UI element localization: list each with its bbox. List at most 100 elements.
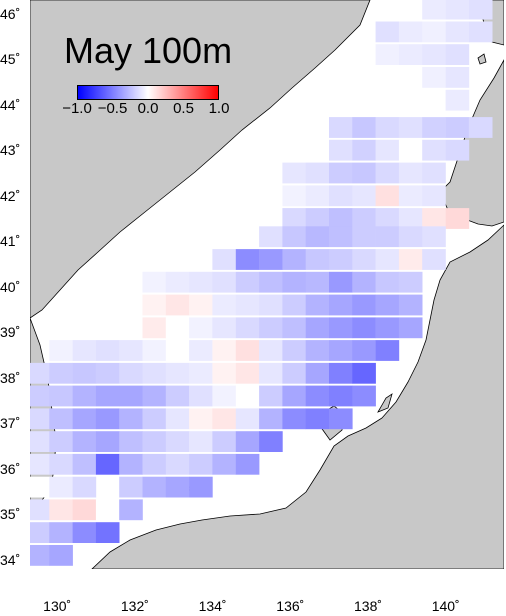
longitude-label: 138˚ [354, 598, 383, 614]
anomaly-cell [235, 362, 260, 384]
anomaly-cell [30, 522, 50, 543]
land-rishiri-island [477, 53, 487, 65]
latitude-label: 46˚ [0, 5, 21, 22]
anomaly-cell [189, 294, 213, 316]
anomaly-cell [49, 362, 73, 384]
anomaly-cell [49, 431, 73, 452]
anomaly-cells [30, 0, 493, 566]
anomaly-cell [352, 162, 376, 184]
anomaly-cell [235, 408, 260, 430]
anomaly-cell [352, 385, 376, 407]
anomaly-cell [30, 431, 50, 452]
anomaly-cell [30, 453, 50, 475]
anomaly-cell [165, 453, 190, 475]
anomaly-cell [352, 317, 376, 339]
land-honshu [91, 224, 504, 569]
anomaly-cell [95, 431, 120, 452]
anomaly-cell [445, 89, 470, 111]
anomaly-cell [445, 139, 470, 161]
anomaly-cell [305, 271, 330, 293]
anomaly-cell [165, 408, 190, 430]
anomaly-cell [305, 226, 330, 248]
anomaly-cell [422, 0, 446, 20]
colorbar-tick-label: −1.0 [62, 100, 92, 117]
anomaly-cell [352, 249, 376, 270]
land-asian-mainland [30, 0, 371, 319]
latitude-label: 38˚ [0, 369, 21, 386]
anomaly-cell [398, 139, 423, 161]
anomaly-cell [72, 431, 97, 452]
anomaly-cell [352, 185, 376, 207]
anomaly-cell [375, 44, 400, 65]
anomaly-cell [119, 362, 143, 384]
anomaly-cell [352, 226, 376, 248]
anomaly-cell [329, 408, 353, 430]
anomaly-cell [468, 21, 493, 43]
anomaly-cell [212, 317, 236, 339]
latitude-label: 34˚ [0, 551, 21, 568]
anomaly-cell [329, 271, 353, 293]
longitude-label: 130˚ [43, 598, 72, 614]
anomaly-cell [30, 362, 50, 384]
colorbar-tick-label: 0.5 [173, 100, 194, 117]
anomaly-cell [142, 453, 167, 475]
anomaly-cell [119, 499, 143, 521]
anomaly-cell [398, 226, 423, 248]
anomaly-cell [189, 340, 213, 361]
anomaly-cell [30, 499, 50, 521]
anomaly-cell [375, 21, 400, 43]
anomaly-cell [165, 476, 190, 498]
anomaly-cell [212, 453, 236, 475]
anomaly-cell [30, 408, 50, 430]
map-title: May 100m [64, 30, 233, 71]
anomaly-cell [329, 162, 353, 184]
anomaly-cell [329, 249, 353, 270]
anomaly-cell [352, 208, 376, 229]
anomaly-cell [259, 431, 283, 452]
anomaly-cell [49, 385, 73, 407]
anomaly-cell [189, 408, 213, 430]
anomaly-cell [259, 362, 283, 384]
anomaly-cell [305, 317, 330, 339]
anomaly-cell [165, 317, 190, 339]
anomaly-cell [212, 408, 236, 430]
anomaly-cell [259, 408, 283, 430]
anomaly-cell [282, 294, 306, 316]
anomaly-cell [72, 362, 97, 384]
anomaly-cell [375, 162, 400, 184]
anomaly-cell [352, 294, 376, 316]
anomaly-cell [212, 431, 236, 452]
anomaly-cell [95, 294, 120, 316]
anomaly-cell [259, 185, 283, 207]
anomaly-cell [212, 294, 236, 316]
land-sado-island [377, 393, 393, 413]
anomaly-cell [142, 476, 167, 498]
anomaly-cell [468, 117, 493, 138]
anomaly-cell [375, 139, 400, 161]
anomaly-cell [282, 271, 306, 293]
anomaly-cell [235, 340, 260, 361]
latitude-label: 41˚ [0, 233, 21, 250]
anomaly-cell [398, 44, 423, 65]
anomaly-cell [422, 185, 446, 207]
longitude-label: 136˚ [276, 598, 305, 614]
anomaly-cell [375, 249, 400, 270]
anomaly-cell [212, 249, 236, 270]
anomaly-cell [95, 408, 120, 430]
anomaly-cell [445, 117, 470, 138]
anomaly-cell [352, 139, 376, 161]
anomaly-cell [398, 271, 423, 293]
anomaly-cell [352, 362, 376, 384]
anomaly-cell [119, 340, 143, 361]
anomaly-cell [422, 162, 446, 184]
anomaly-cell [165, 362, 190, 384]
anomaly-cell [49, 476, 73, 498]
anomaly-cell [189, 431, 213, 452]
anomaly-cell [445, 208, 470, 229]
longitude-label: 134˚ [198, 598, 227, 614]
anomaly-cell [329, 294, 353, 316]
latitude-label: 39˚ [0, 324, 21, 341]
anomaly-cell [189, 362, 213, 384]
anomaly-cell [375, 294, 400, 316]
anomaly-cell [375, 117, 400, 138]
